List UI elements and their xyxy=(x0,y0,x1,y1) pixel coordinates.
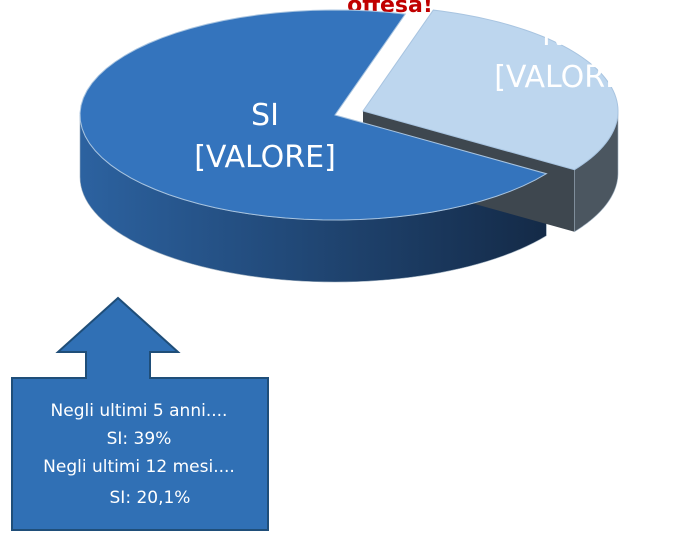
pie: SI [VALORE] NO [VALORE] xyxy=(79,9,636,283)
value-label: [VALORE] xyxy=(194,140,336,175)
pie-slice xyxy=(362,9,619,171)
callout xyxy=(11,296,269,531)
annotation: Negli ultimi 5 anni.... xyxy=(51,401,228,421)
pie-slice xyxy=(79,9,548,221)
annotation: SI: 20,1% xyxy=(110,488,191,508)
annotation: Negli ultimi 12 mesi.... xyxy=(43,457,235,477)
annotation: SI: 39% xyxy=(107,429,172,449)
value-label: [VALORE] xyxy=(494,60,636,95)
slice-label: NO xyxy=(542,18,588,53)
slice-label: SI xyxy=(251,98,279,133)
